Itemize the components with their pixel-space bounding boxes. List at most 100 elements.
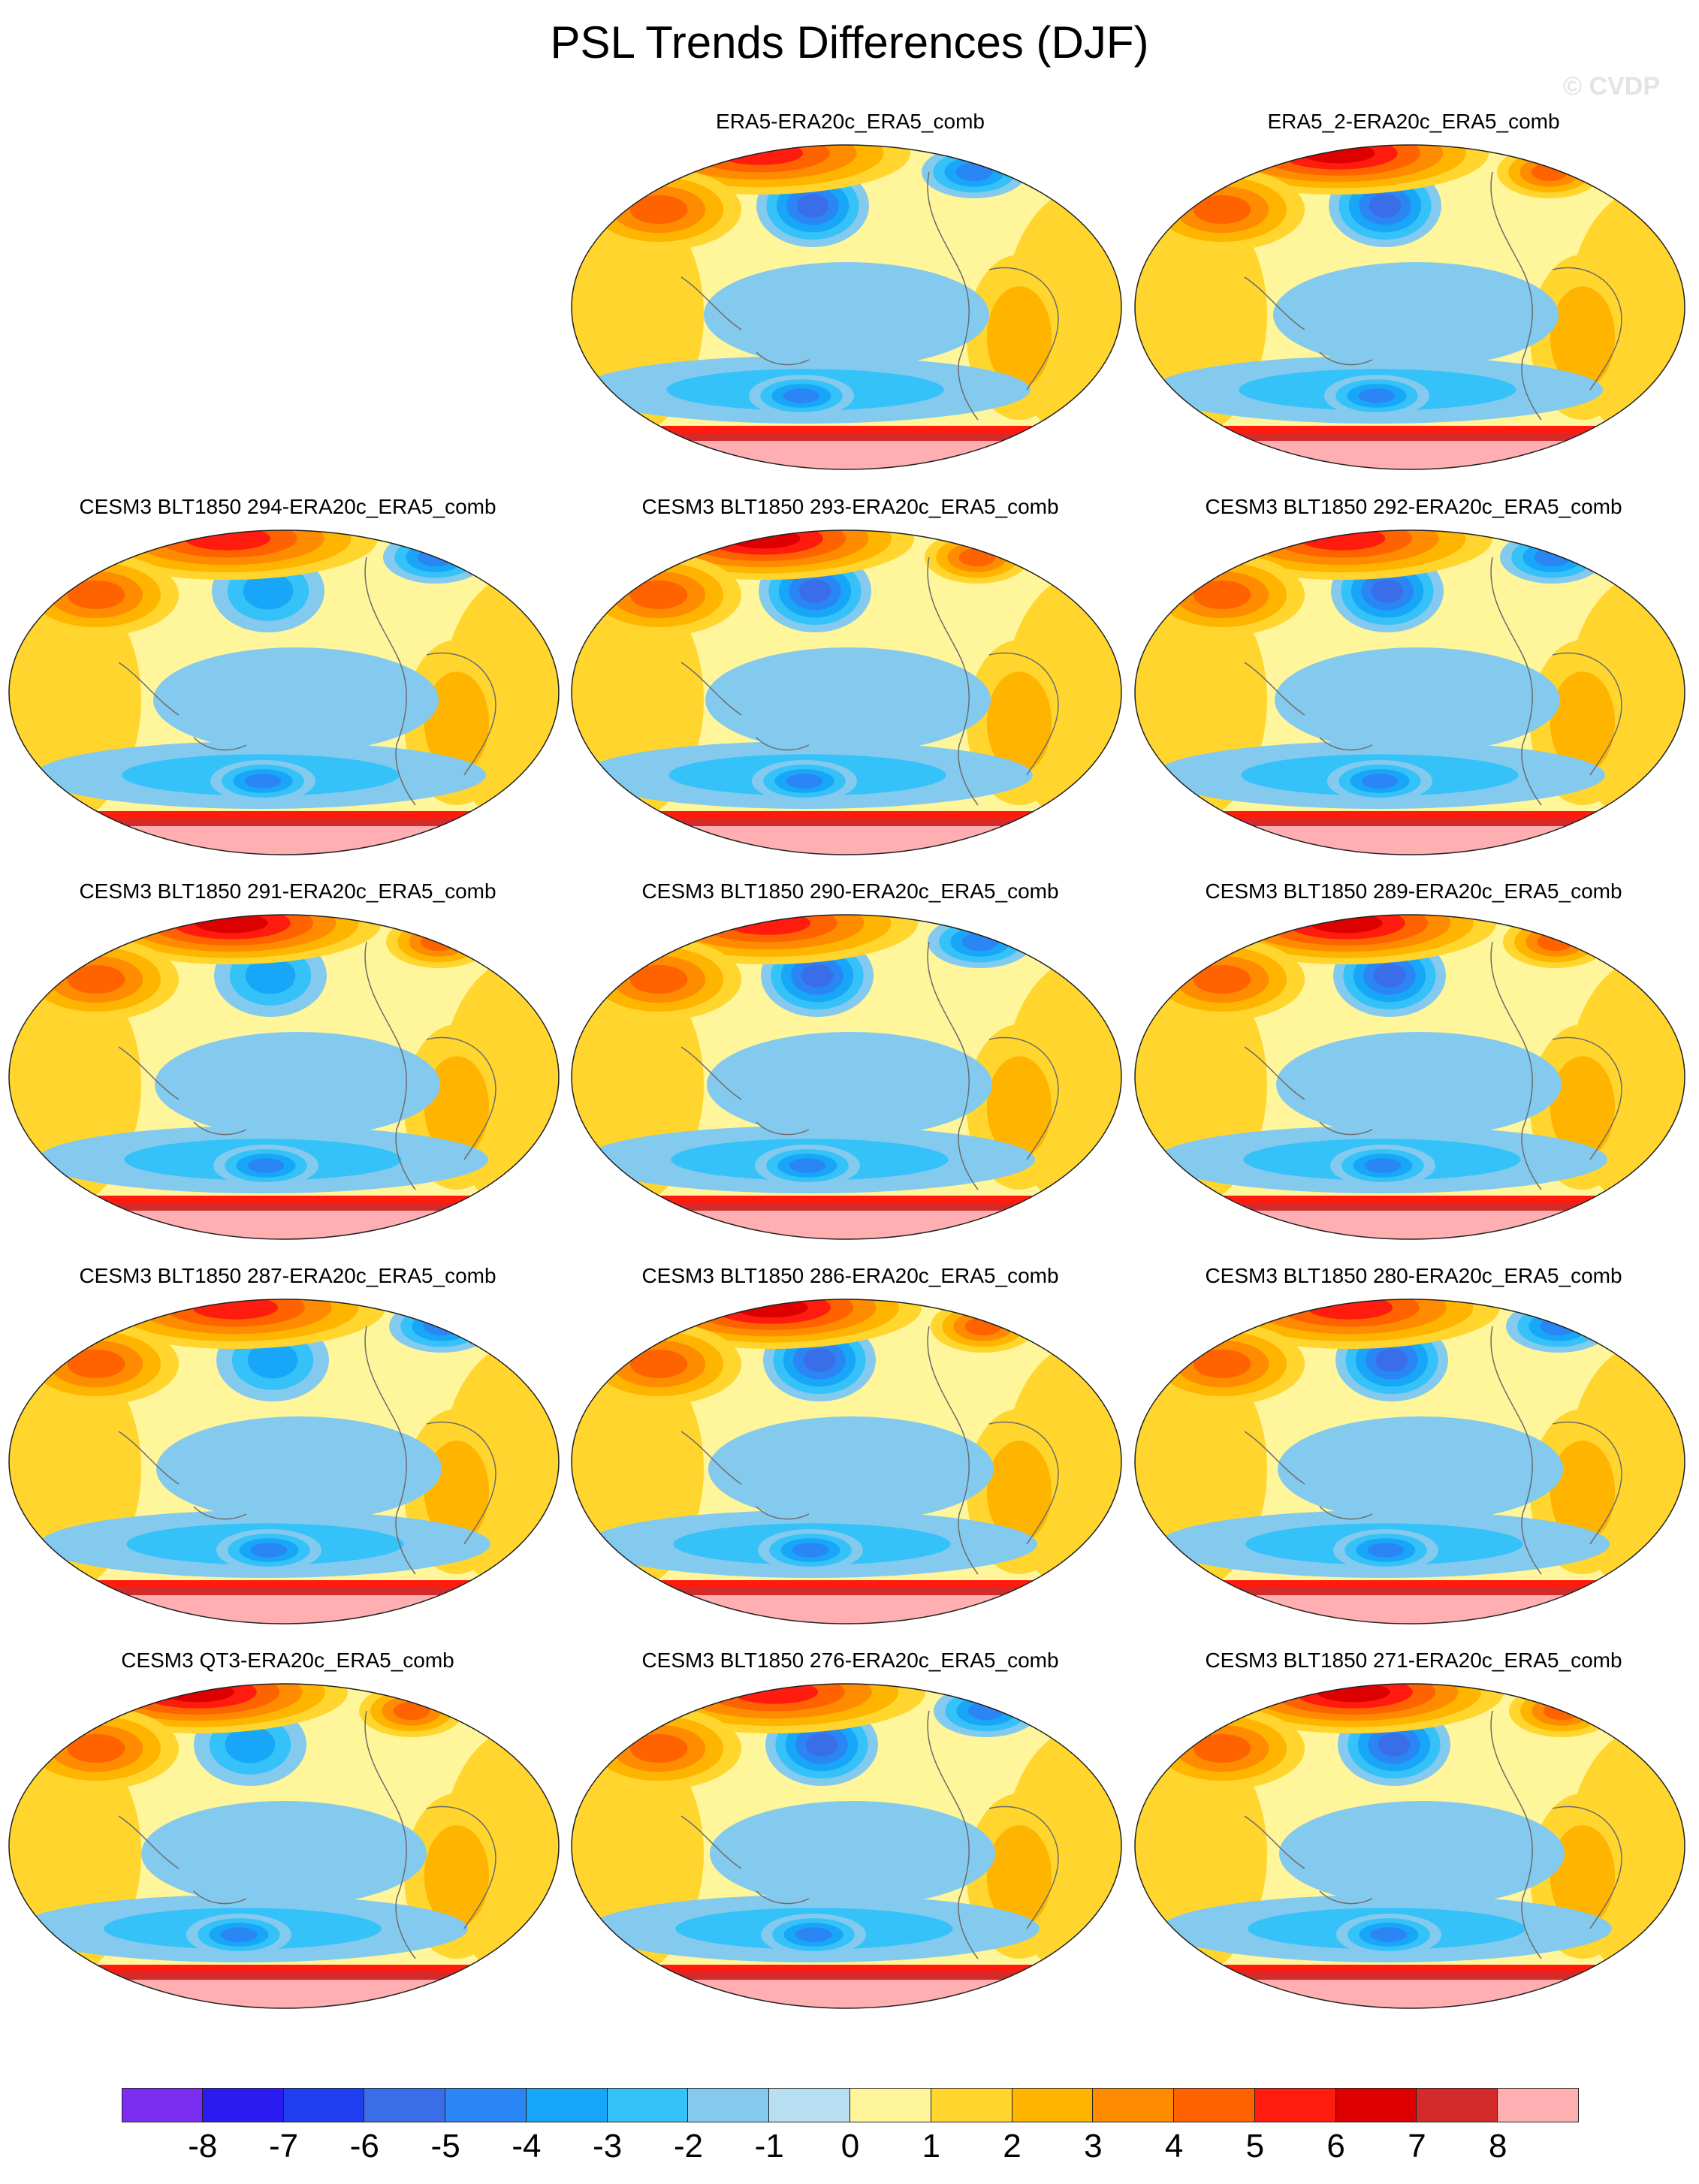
- pacific-neg-level-1: [153, 647, 439, 753]
- antarctic-ring-inner: [572, 1588, 1121, 1597]
- southern-core-level-4: [220, 1927, 258, 1942]
- eurasia-warm-level-4: [629, 195, 688, 225]
- antarctica-cap: [1135, 1595, 1685, 1624]
- arctic-high-level-6: [735, 1299, 808, 1318]
- colorbar-swatch: [364, 2088, 446, 2122]
- watermark: © CVDP: [1563, 72, 1660, 101]
- aleutian-low-level-5: [1373, 964, 1406, 988]
- antarctica-cap: [1135, 826, 1685, 855]
- pacific-neg-level-1: [156, 1416, 442, 1522]
- antarctic-ring-inner: [1135, 1588, 1685, 1597]
- coastlines: [118, 557, 496, 806]
- pacific-neg-level-1: [707, 1032, 992, 1137]
- robinson-map: [1134, 1299, 1685, 1624]
- eurasia-warm-level-4: [629, 964, 688, 994]
- map-outline: [8, 1683, 560, 2009]
- pacific-neg-level-1: [1273, 262, 1559, 367]
- eurasia-warm-level-4: [1193, 1349, 1251, 1379]
- antarctic-ring-inner: [572, 819, 1121, 828]
- colorbar-swatch: [1174, 2088, 1255, 2122]
- aleutian-low-level-5: [805, 1733, 838, 1757]
- antarctic-ring-inner: [1135, 1972, 1685, 1981]
- map-outline: [8, 529, 560, 855]
- southern-core-level-4: [792, 1543, 829, 1558]
- figure-title: PSL Trends Differences (DJF): [550, 17, 1149, 68]
- eurasia-warm-level-4: [629, 1349, 688, 1379]
- map-panel: CESM3 BLT1850 271-ERA20c_ERA5_comb: [1132, 1648, 1695, 2023]
- arctic-high-level-6: [727, 530, 801, 549]
- colorbar-tick-label: 3: [1084, 2128, 1103, 2164]
- antarctic-ring-inner: [9, 819, 559, 828]
- atlantic-feature-level-3: [412, 1311, 472, 1341]
- panel-label: CESM3 BLT1850 291-ERA20c_ERA5_comb: [79, 879, 496, 903]
- africa-warm-level-2: [1550, 1440, 1616, 1543]
- colorbar-tick-label: 2: [1003, 2128, 1022, 2164]
- aleutian-low-level-3: [243, 572, 294, 610]
- map-panel: CESM3 BLT1850 292-ERA20c_ERA5_comb: [1132, 494, 1695, 870]
- africa-warm-level-2: [986, 1825, 1052, 1927]
- colorbar-swatch: [607, 2088, 689, 2122]
- aleutian-low-level-5: [803, 1348, 836, 1372]
- eurasia-warm-level-4: [67, 580, 125, 610]
- southern-core-level-4: [1361, 774, 1399, 789]
- panel-label: ERA5-ERA20c_ERA5_comb: [716, 110, 985, 133]
- map-outline: [1134, 1683, 1685, 2009]
- coastlines: [1244, 557, 1622, 806]
- colorbar-swatch: [1335, 2088, 1417, 2122]
- robinson-map: [8, 529, 560, 855]
- arctic-high-level-6: [1302, 145, 1375, 164]
- antarctic-ring-inner: [9, 1203, 559, 1212]
- antarctic-ring-inner: [9, 1588, 559, 1597]
- africa-warm-level-2: [1550, 671, 1616, 774]
- aleutian-low-level-5: [1375, 1348, 1408, 1372]
- pacific-neg-level-1: [710, 1801, 995, 1906]
- colorbar-swatch: [202, 2088, 284, 2122]
- robinson-map: [571, 144, 1122, 470]
- colorbar-swatch: [850, 2088, 931, 2122]
- eurasia-warm-level-4: [67, 1733, 125, 1763]
- southern-core-level-4: [250, 1543, 288, 1558]
- map-outline: [571, 529, 1122, 855]
- colorbar-swatch: [1417, 2088, 1498, 2122]
- colorbar-swatch: [283, 2088, 365, 2122]
- map-panel: ERA5-ERA20c_ERA5_comb: [569, 109, 1132, 484]
- colorbar-swatch: [1498, 2088, 1579, 2122]
- robinson-map: [571, 1299, 1122, 1624]
- map-panel: CESM3 BLT1850 293-ERA20c_ERA5_comb: [569, 494, 1132, 870]
- coastlines: [1244, 171, 1622, 421]
- colorbar-tick-label: -6: [349, 2128, 379, 2164]
- map-outline: [571, 914, 1122, 1240]
- antarctic-ring-inner: [572, 1972, 1121, 1981]
- map-panel: ERA5_2-ERA20c_ERA5_comb: [1132, 109, 1695, 484]
- colorbar-tick-label: 7: [1408, 2128, 1426, 2164]
- map-outline: [1134, 914, 1685, 1240]
- southern-core-level-4: [795, 1927, 832, 1942]
- southern-core-level-4: [789, 1158, 826, 1173]
- pacific-neg-level-1: [708, 1416, 994, 1522]
- aleutian-low-level-5: [1369, 194, 1402, 218]
- antarctica-cap: [9, 1211, 559, 1239]
- panel-label: CESM3 BLT1850 294-ERA20c_ERA5_comb: [79, 495, 496, 518]
- map-outline: [8, 1299, 560, 1624]
- robinson-map: [571, 1683, 1122, 2009]
- antarctica-cap: [572, 441, 1121, 469]
- colorbar-swatch: [769, 2088, 850, 2122]
- map-panel: CESM3 BLT1850 280-ERA20c_ERA5_comb: [1132, 1263, 1695, 1639]
- coastlines: [681, 557, 1059, 806]
- africa-warm-level-2: [424, 671, 490, 774]
- colorbar-tick-label: 5: [1245, 2128, 1265, 2164]
- aleutian-low-level-5: [1378, 1733, 1411, 1757]
- colorbar: [122, 2088, 1579, 2124]
- antarctica-cap: [572, 1595, 1121, 1624]
- colorbar-tick-label: 0: [840, 2128, 860, 2164]
- southern-core-level-4: [247, 1158, 285, 1173]
- colorbar-tick-label: 4: [1164, 2128, 1184, 2164]
- arctic-high-level-5: [724, 915, 811, 935]
- robinson-map: [1134, 914, 1685, 1240]
- colorbar-swatch: [1012, 2088, 1094, 2122]
- panel-label: CESM3 BLT1850 289-ERA20c_ERA5_comb: [1205, 879, 1622, 903]
- colorbar-swatch: [1254, 2088, 1336, 2122]
- colorbar-tick-label: -2: [673, 2128, 703, 2164]
- robinson-map: [1134, 1683, 1685, 2009]
- coastlines: [118, 941, 496, 1190]
